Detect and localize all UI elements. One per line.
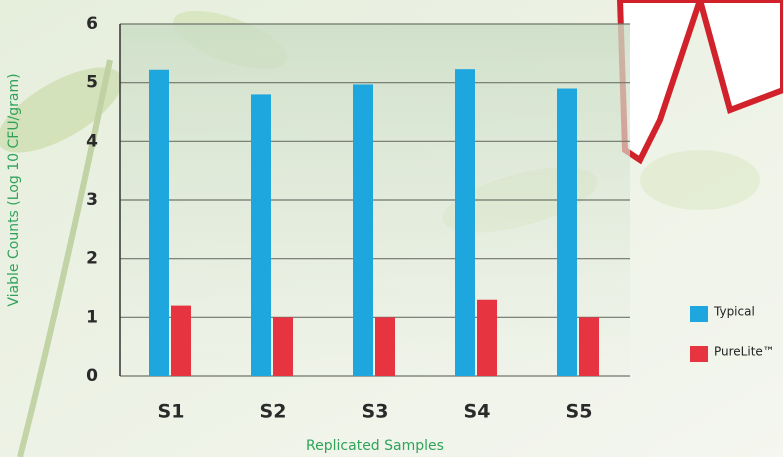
y-tick-label: 3 xyxy=(86,190,98,210)
bar xyxy=(455,69,475,376)
legend-swatch xyxy=(690,346,708,362)
x-tick-label: S4 xyxy=(464,401,491,423)
x-tick-label: S1 xyxy=(158,401,185,423)
y-tick-label: 2 xyxy=(86,249,98,269)
x-tick-label: S2 xyxy=(260,401,287,423)
bar xyxy=(353,84,373,376)
bar xyxy=(273,317,293,376)
x-tick-label: S3 xyxy=(362,401,389,423)
bar xyxy=(557,89,577,376)
x-tick-label: S5 xyxy=(566,401,593,423)
legend-label: PureLite™ xyxy=(714,345,775,359)
bar xyxy=(579,317,599,376)
chart: Viable Counts (Log 10 CFU/gram) Replicat… xyxy=(0,0,783,457)
bar xyxy=(477,300,497,376)
bar xyxy=(375,317,395,376)
y-tick-label: 4 xyxy=(86,131,98,151)
bar xyxy=(251,94,271,376)
bar xyxy=(149,70,169,376)
y-tick-label: 1 xyxy=(86,307,98,327)
x-axis-label: Replicated Samples xyxy=(306,438,444,454)
y-tick-label: 6 xyxy=(86,14,98,34)
legend-label: Typical xyxy=(713,305,755,319)
y-axis-label: Viable Counts (Log 10 CFU/gram) xyxy=(6,73,22,306)
y-tick-label: 0 xyxy=(86,366,98,386)
legend-swatch xyxy=(690,306,708,322)
y-tick-label: 5 xyxy=(86,73,98,93)
bar xyxy=(171,306,191,376)
